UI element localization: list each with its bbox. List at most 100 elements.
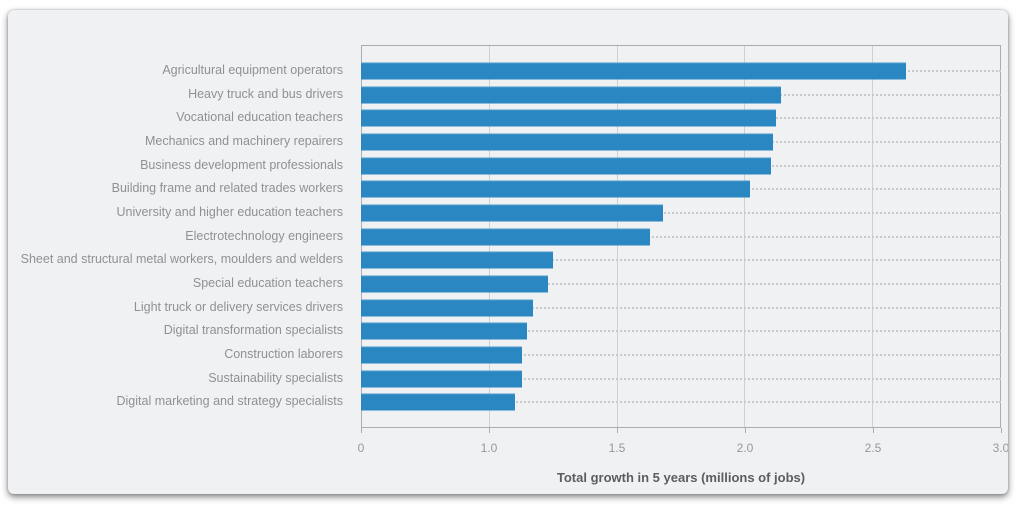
row-dotted-line	[361, 401, 1001, 404]
category-label-cell: Mechanics and machinery repairers	[8, 133, 361, 149]
bar-track	[361, 59, 1001, 83]
row-dotted-line	[361, 235, 1001, 238]
bar-track	[361, 296, 1001, 320]
category-label: Electrotechnology engineers	[185, 228, 343, 243]
row-dotted-line	[361, 211, 1001, 214]
bar-track	[361, 177, 1001, 201]
category-label: Vocational education teachers	[176, 110, 343, 125]
x-tick-mark	[488, 428, 490, 433]
category-label-cell: Special education teachers	[8, 276, 361, 291]
bar-row: Vocational education teachers	[8, 106, 1001, 130]
bar-track	[361, 343, 1001, 367]
category-label: Mechanics and machinery repairers	[144, 133, 343, 148]
x-axis-ticks: 0 1.0 1.5 2.0 2.5 3.0	[357, 428, 1008, 468]
bar-track	[361, 248, 1001, 272]
x-tick-label: 3.0	[992, 441, 1008, 455]
bar-row: Business development professionals	[8, 154, 1001, 178]
row-dotted-line	[361, 353, 1001, 356]
category-label: Heavy truck and bus drivers	[188, 86, 343, 101]
bar	[361, 228, 651, 246]
bar-track	[361, 367, 1001, 391]
x-tick-mark	[1000, 428, 1002, 433]
category-label-cell: Building frame and related trades worker…	[8, 182, 361, 196]
bar-chart: Agricultural equipment operators Heavy tr…	[8, 45, 1001, 428]
category-label-cell: University and higher education teachers	[8, 204, 361, 220]
bar-row: Building frame and related trades worker…	[8, 177, 1001, 201]
category-label-cell: Digital transformation specialists	[8, 324, 361, 338]
bar-track	[361, 154, 1001, 178]
category-label: University and higher education teachers	[116, 204, 343, 219]
x-tick-label: 1.5	[608, 441, 626, 455]
category-label: Digital marketing and strategy specialis…	[116, 394, 344, 409]
bar-track	[361, 319, 1001, 343]
bar-row: Digital transformation specialists	[8, 319, 1001, 343]
bar	[361, 393, 515, 411]
bar	[361, 299, 533, 317]
bar-row: Heavy truck and bus drivers	[8, 83, 1001, 107]
x-tick-mark	[616, 428, 618, 433]
bar-row: Agricultural equipment operators	[8, 59, 1001, 83]
bar-row: Special education teachers	[8, 272, 1001, 296]
bar	[361, 133, 774, 151]
category-label: Building frame and related trades worker…	[111, 181, 343, 196]
row-dotted-line	[361, 282, 1001, 285]
bar-row: University and higher education teachers	[8, 201, 1001, 225]
row-dotted-line	[361, 377, 1001, 380]
category-label-cell: Sustainability specialists	[8, 370, 361, 386]
category-label: Business development professionals	[140, 157, 343, 172]
bar	[361, 86, 781, 103]
bar-row: Electrotechnology engineers	[8, 225, 1001, 249]
category-label-cell: Electrotechnology engineers	[8, 228, 361, 244]
bar-row: Construction laborers	[8, 343, 1001, 367]
bar	[361, 180, 751, 198]
bar-track	[361, 390, 1001, 414]
category-label: Digital transformation specialists	[163, 323, 343, 338]
category-label: Agricultural equipment operators	[162, 62, 343, 77]
x-tick-label: 0	[357, 441, 365, 455]
bar-track	[361, 106, 1001, 130]
bar-row: Sustainability specialists	[8, 367, 1001, 391]
chart-card: Agricultural equipment operators Heavy tr…	[8, 10, 1008, 494]
bar	[361, 157, 771, 175]
x-tick-mark	[360, 428, 362, 433]
bar-row: Digital marketing and strategy specialis…	[8, 390, 1001, 414]
bar-row: Light truck or delivery services drivers	[8, 296, 1001, 320]
bar-track	[361, 201, 1001, 225]
category-label-cell: Business development professionals	[8, 157, 361, 173]
x-tick-label: 1.0	[480, 441, 498, 455]
x-tick-mark	[872, 428, 874, 433]
bar	[361, 346, 523, 364]
bar-track	[361, 272, 1001, 296]
bar-track	[361, 225, 1001, 249]
category-label: Special education teachers	[192, 276, 343, 290]
bar	[361, 204, 664, 222]
category-label: Sheet and structural metal workers, moul…	[20, 252, 343, 267]
bar	[361, 370, 523, 388]
category-label-cell: Sheet and structural metal workers, moul…	[8, 253, 361, 267]
bar-row: Sheet and structural metal workers, moul…	[8, 248, 1001, 272]
x-tick-label: 2.0	[736, 441, 754, 455]
row-dotted-line	[361, 259, 1001, 262]
category-label-cell: Vocational education teachers	[8, 111, 361, 125]
bar-row: Mechanics and machinery repairers	[8, 130, 1001, 154]
category-label-cell: Agricultural equipment operators	[8, 62, 361, 78]
bar-track	[361, 130, 1001, 154]
bar	[361, 322, 528, 340]
bar	[361, 109, 776, 127]
bar	[361, 251, 553, 269]
category-label: Construction laborers	[224, 347, 343, 362]
row-dotted-line	[361, 306, 1001, 309]
x-tick-mark	[744, 428, 746, 433]
bar	[361, 275, 548, 293]
category-label-cell: Heavy truck and bus drivers	[8, 86, 361, 102]
row-dotted-line	[361, 330, 1001, 333]
category-label-cell: Light truck or delivery services drivers	[8, 299, 361, 315]
x-axis-title: Total growth in 5 years (millions of job…	[556, 470, 806, 485]
bar-track	[361, 83, 1001, 107]
category-label: Light truck or delivery services drivers	[133, 299, 343, 314]
category-label-cell: Digital marketing and strategy specialis…	[8, 395, 361, 409]
bar	[361, 62, 907, 80]
x-tick-label: 2.5	[864, 441, 882, 455]
category-label: Sustainability specialists	[208, 370, 343, 385]
category-label-cell: Construction laborers	[8, 347, 361, 362]
